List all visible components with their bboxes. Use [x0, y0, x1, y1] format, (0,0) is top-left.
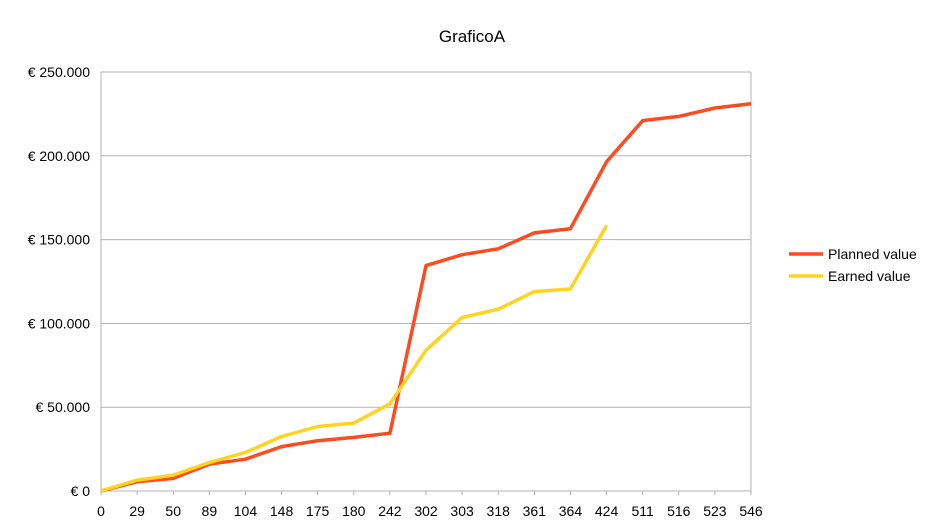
y-tick-label: € 50.000	[36, 399, 91, 415]
x-tick-label: 0	[97, 503, 105, 519]
grid-lines	[100, 71, 752, 495]
x-tick-label: 148	[270, 503, 294, 519]
x-tick-label: 180	[342, 503, 366, 519]
x-tick-label: 318	[487, 503, 511, 519]
x-tick-label: 29	[129, 503, 145, 519]
y-tick-label: € 250.000	[28, 64, 90, 80]
x-tick-label: 89	[202, 503, 218, 519]
y-tick-label: € 0	[71, 483, 91, 499]
series-line-1	[100, 224, 609, 493]
legend: Planned value Earned value	[789, 246, 917, 284]
x-tick-label: 50	[165, 503, 181, 519]
y-tick-label: € 200.000	[28, 148, 90, 164]
y-tick-label: € 100.000	[28, 315, 90, 331]
x-tick-label: 104	[234, 503, 258, 519]
x-axis-tick-labels: 0 29 50 89 104 148 175 180 242 302 303 318 361 364 424…	[97, 503, 763, 519]
x-tick-label: 523	[703, 503, 727, 519]
legend-label: Earned value	[828, 268, 911, 284]
x-tick-label: 424	[595, 503, 619, 519]
x-tick-label: 511	[632, 503, 655, 519]
x-tick-label: 302	[414, 503, 438, 519]
x-tick-label: 175	[306, 503, 330, 519]
x-tick-label: 361	[523, 503, 547, 519]
legend-label: Planned value	[828, 246, 917, 262]
x-tick-label: 516	[667, 503, 691, 519]
x-tick-label: 364	[559, 503, 583, 519]
x-tick-label: 242	[378, 503, 402, 519]
series-lines	[100, 102, 752, 493]
x-tick-label: 546	[739, 503, 763, 519]
y-tick-label: € 150.000	[28, 232, 90, 248]
series-line-0	[100, 102, 752, 493]
chart-title: GraficoA	[439, 27, 506, 46]
y-axis-tick-labels: € 0 € 50.000 € 100.000 € 150.000 € 200.000 € …	[28, 64, 91, 499]
x-tick-label: 303	[450, 503, 474, 519]
